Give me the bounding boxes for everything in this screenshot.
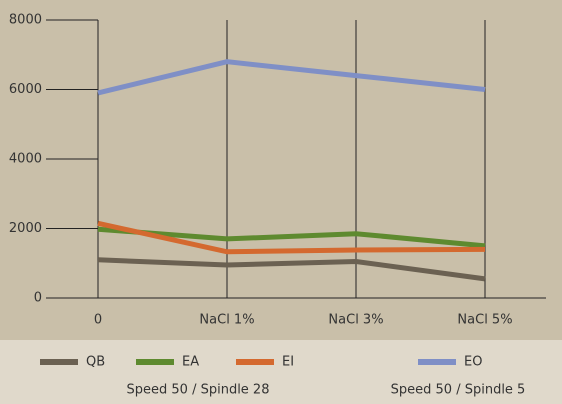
legend-swatch xyxy=(236,359,274,365)
y-tick-label: 8000 xyxy=(9,13,42,28)
x-tick-label: NaCl 5% xyxy=(457,313,512,328)
legend-label: EO xyxy=(464,355,482,370)
plot-background xyxy=(0,0,562,340)
legend-label: QB xyxy=(86,355,105,370)
x-tick-label: NaCl 3% xyxy=(328,313,383,328)
series-line xyxy=(97,226,486,249)
y-tick-label: 2000 xyxy=(9,221,42,236)
legend-swatch xyxy=(40,359,78,365)
legend-swatch xyxy=(136,359,174,365)
legend-label: EA xyxy=(182,355,199,370)
y-tick-label: 4000 xyxy=(9,152,42,167)
series-line xyxy=(97,257,486,282)
y-tick-label: 6000 xyxy=(9,82,42,97)
legend-label: EI xyxy=(282,355,294,370)
x-tick-label: NaCl 1% xyxy=(199,313,254,328)
note: Speed 50 / Spindle 5 xyxy=(391,383,526,398)
x-tick-label: 0 xyxy=(94,313,102,328)
series-line xyxy=(97,220,486,255)
legend-background xyxy=(0,340,562,404)
y-tick-label: 0 xyxy=(34,291,42,306)
series-line xyxy=(97,59,486,96)
note: Speed 50 / Spindle 28 xyxy=(127,383,270,398)
legend-swatch xyxy=(418,359,456,365)
